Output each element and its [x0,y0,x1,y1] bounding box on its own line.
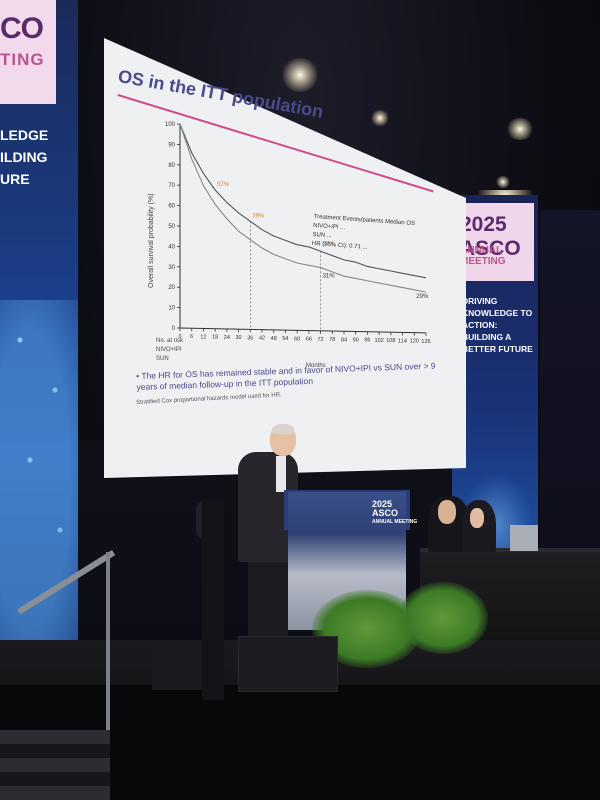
chart-annotation: 31% [323,274,336,280]
ceiling-light [370,110,390,126]
slide: OS in the ITT population Overall surviva… [96,38,474,478]
far-right-banner [540,210,600,570]
projection-screen: OS in the ITT population Overall surviva… [96,38,474,478]
podium-logo-line: ASCO [372,508,399,518]
panelist-face [470,508,484,528]
x-axis-label: Months [306,363,326,369]
speaker-hair [272,424,294,434]
asco-logo-box [0,0,56,104]
x-tick-label: 96 [364,338,370,344]
camera-stand [202,500,224,700]
x-tick-label: 90 [353,338,359,344]
ceiling-light [495,176,511,188]
tagline-line: URE [0,171,30,187]
x-axis [179,327,427,334]
ceiling-light [505,118,535,140]
stage-monitor [238,636,338,692]
speaker-shirt [276,456,286,492]
x-tick-label: 48 [271,336,277,342]
tagline-line: ILDING [0,149,48,165]
chart-annotation: 57% [217,182,230,188]
right-banner-tagline: DRIVING KNOWLEDGE TO ACTION: BUILDING A … [462,296,533,354]
chart-legend: Treatment Events/patients Median OS NIVO… [311,213,416,256]
x-tick-label: 24 [224,335,230,341]
y-tick-label: 70 [168,183,175,189]
chart-annotation: 37% [323,241,336,247]
ceiling-light [280,58,320,92]
y-tick-label: 100 [165,122,176,128]
podium-logo: 2025 ASCO ANNUAL MEETING [372,500,417,527]
x-tick-label: 114 [398,338,407,344]
asco-logo-sub: TING [0,50,45,69]
fern-plant [398,582,488,654]
risk-header: No. at risk [156,338,184,344]
chart-annotation: 29% [416,294,429,300]
stage-monitor [152,642,202,690]
left-banner-tagline: LEDGE ILDING URE [0,124,76,190]
x-tick-label: 84 [341,337,347,343]
x-tick-label: 108 [386,338,395,344]
world-map-graphic [0,300,78,660]
x-tick-label: 120 [410,339,419,345]
y-tick-label: 10 [168,306,175,312]
x-tick-label: 54 [282,336,288,342]
series-line-1 [179,123,427,279]
asco-logo-text: 2025 ASCO [460,213,521,260]
panelist-face [438,500,456,524]
x-tick-label: 72 [318,337,324,343]
x-tick-label: 102 [375,338,384,344]
series-line-2 [179,123,427,293]
left-banner: CO TING LEDGE ILDING URE [0,0,78,660]
y-tick-label: 50 [168,224,175,230]
y-tick-label: 90 [168,142,175,148]
risk-row-label: NIVO+IPI [156,347,182,353]
x-tick-label: 6 [190,334,193,340]
x-tick-label: 78 [329,337,335,343]
x-tick-label: 0 [178,334,181,340]
x-tick-label: 36 [247,335,253,341]
y-tick-label: 60 [168,204,175,210]
y-tick-label: 0 [172,326,176,332]
speaker-legs [248,555,288,650]
y-tick-label: 30 [168,265,175,271]
y-tick-label: 40 [168,244,175,250]
asco-logo-text: CO [0,12,44,45]
x-tick-label: 66 [306,337,312,343]
asco-logo-box [458,203,534,281]
y-tick-label: 20 [168,285,175,291]
laptop [510,525,538,551]
y-tick-label: 80 [168,163,175,169]
km-survival-chart: 0 10 20 30 40 50 60 70 80 90 100 0 6 12 18 24 30 36 42 48 54… [165,122,431,345]
x-tick-label: 126 [421,339,430,345]
tagline-line: LEDGE [0,127,49,143]
x-tick-label: 30 [236,335,242,341]
x-tick-label: 42 [259,336,265,342]
x-tick-label: 18 [212,335,218,341]
stage-steps [0,730,110,800]
podium-logo-line: ANNUAL MEETING [372,519,418,525]
chart-annotation: 39% [252,213,265,219]
x-tick-label: 60 [294,336,300,342]
handrail-post [106,552,110,792]
podium-logo-line: 2025 [372,499,393,509]
x-tick-label: 12 [200,334,206,340]
risk-row-label: SUN [156,356,169,362]
asco-logo-sub: ANNUAL MEETING [460,245,506,267]
